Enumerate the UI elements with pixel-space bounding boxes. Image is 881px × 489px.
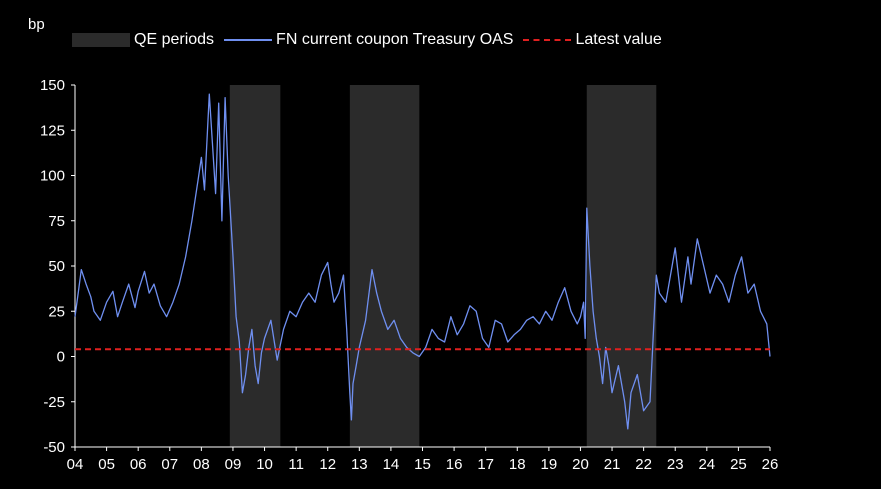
legend-label-qe: QE periods xyxy=(134,31,215,48)
x-tick-label: 24 xyxy=(698,456,715,473)
x-tick-label: 23 xyxy=(667,456,684,473)
qe-period-2 xyxy=(349,85,420,447)
x-tick-label: 08 xyxy=(193,456,210,473)
y-tick-label: 125 xyxy=(40,122,65,139)
y-tick-label: 75 xyxy=(48,213,65,230)
legend-label-oas: FN current coupon Treasury OAS xyxy=(276,31,514,48)
x-tick-label: 12 xyxy=(319,456,336,473)
y-tick-label: -50 xyxy=(43,439,65,456)
y-tick-label: -25 xyxy=(43,394,65,411)
x-tick-label: 04 xyxy=(67,456,84,473)
x-tick-label: 05 xyxy=(98,456,115,473)
legend-swatch-latest xyxy=(523,39,572,41)
x-tick-label: 14 xyxy=(383,456,400,473)
x-tick-label: 19 xyxy=(541,456,558,473)
y-tick-label: 100 xyxy=(40,168,65,185)
x-tick-label: 10 xyxy=(256,456,273,473)
legend-item-latest: Latest value xyxy=(523,31,662,49)
x-tick-label: 17 xyxy=(477,456,494,473)
x-tick-label: 25 xyxy=(730,456,747,473)
y-tick-label: 50 xyxy=(48,258,65,275)
y-tick-label: 150 xyxy=(40,77,65,94)
legend: QE periods FN current coupon Treasury OA… xyxy=(72,28,672,52)
y-tick-label: 0 xyxy=(57,349,65,366)
x-tick-label: 22 xyxy=(635,456,652,473)
series-line-oas xyxy=(74,93,771,430)
y-tick-label: 25 xyxy=(48,303,65,320)
x-tick-label: 11 xyxy=(288,456,304,473)
legend-item-qe: QE periods xyxy=(72,31,214,49)
x-tick-label: 16 xyxy=(446,456,463,473)
legend-label-latest: Latest value xyxy=(575,31,662,48)
x-tick-label: 26 xyxy=(762,456,779,473)
x-tick-label: 07 xyxy=(161,456,178,473)
x-tick-label: 21 xyxy=(604,456,621,473)
x-tick-label: 15 xyxy=(414,456,431,473)
x-tick-label: 06 xyxy=(130,456,147,473)
x-tick-label: 09 xyxy=(225,456,242,473)
x-tick-label: 13 xyxy=(351,456,368,473)
x-tick-label: 18 xyxy=(509,456,526,473)
legend-swatch-oas xyxy=(224,39,273,41)
qe-period-3 xyxy=(586,85,657,447)
legend-item-oas: FN current coupon Treasury OAS xyxy=(224,31,513,49)
legend-swatch-qe xyxy=(72,33,130,47)
y-axis-label: bp xyxy=(28,16,45,33)
qe-period-1 xyxy=(229,85,281,447)
x-tick-label: 20 xyxy=(572,456,589,473)
